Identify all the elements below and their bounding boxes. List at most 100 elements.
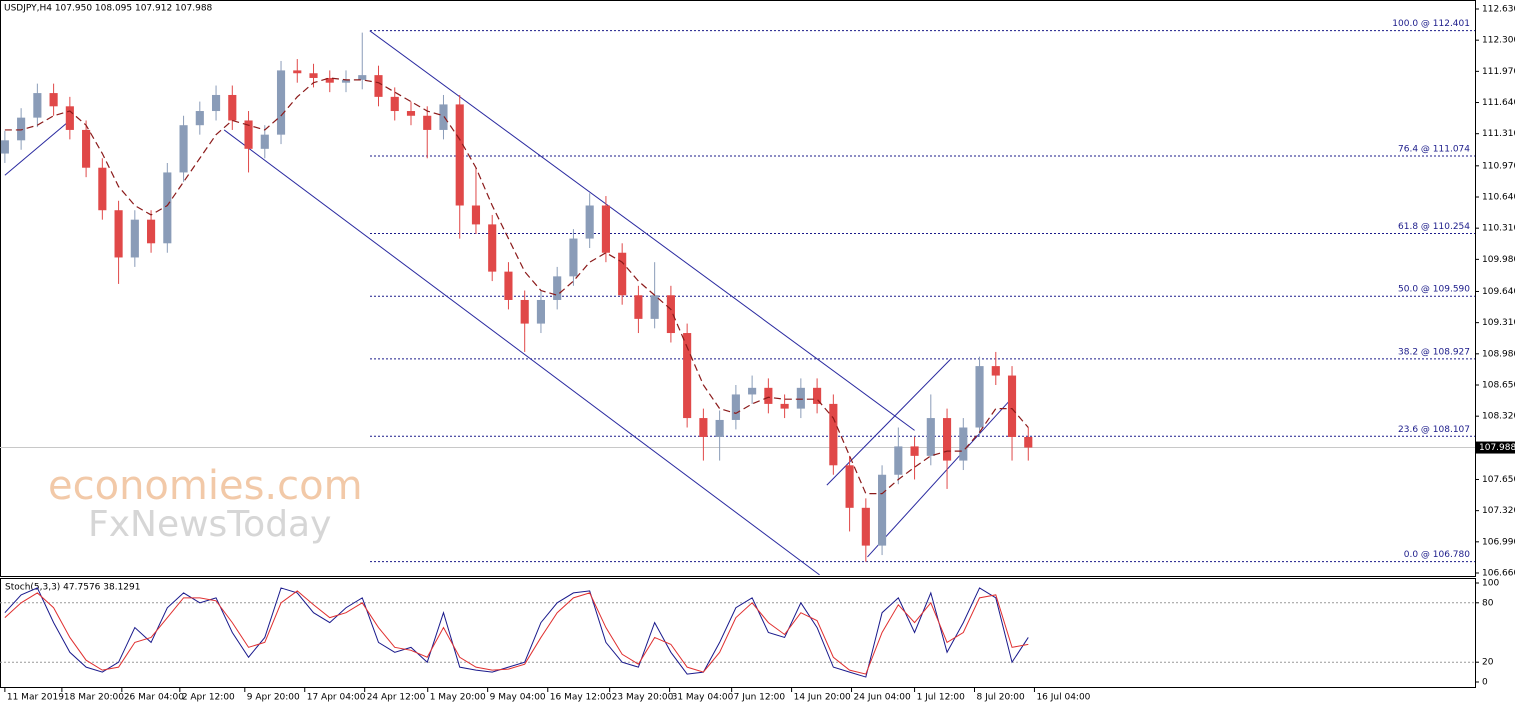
candle-body (861, 507, 870, 546)
candle-body (942, 418, 952, 461)
stoch-line (4, 587, 1029, 678)
candle-body (293, 70, 302, 74)
candle-body (49, 93, 58, 107)
candle-body (715, 419, 724, 437)
candle-body (163, 172, 172, 244)
candle-body (211, 94, 221, 112)
x-tick-label: 1 May 20:00 (430, 693, 486, 703)
y-tick-label: 110.970 (1482, 161, 1515, 171)
candle-body (845, 465, 854, 508)
trendline (223, 129, 820, 576)
x-tick-label: 16 May 12:00 (550, 693, 612, 703)
candle-body (114, 210, 123, 258)
candle-body (1024, 436, 1033, 448)
candle-body (764, 387, 773, 404)
candle-body (439, 104, 448, 130)
fib-label: 23.6 @ 108.107 (1398, 425, 1470, 435)
x-tick-label: 14 Jun 20:00 (794, 693, 851, 703)
x-tick-label: 8 Jul 20:00 (977, 693, 1026, 703)
candle-body (975, 366, 984, 428)
fib-label: 76.4 @ 111.074 (1398, 144, 1470, 154)
x-tick-label: 7 Jun 12:00 (734, 693, 786, 703)
candle-body (520, 299, 529, 324)
y-tick-label: 112.300 (1482, 36, 1515, 46)
y-tick-label: 107.320 (1482, 506, 1515, 516)
x-tick-label: 11 Mar 2019 (7, 693, 64, 703)
candle-body (894, 446, 903, 475)
candle-body (17, 117, 26, 141)
candle-body (130, 219, 139, 258)
stoch-tick-label: 0 (1482, 678, 1488, 688)
candle-body (276, 70, 286, 135)
candle-body (748, 387, 757, 395)
x-tick-label: 31 May 04:00 (672, 693, 734, 703)
candle-body (585, 205, 594, 239)
y-tick-label: 108.650 (1482, 381, 1515, 391)
candle-body (423, 115, 432, 130)
y-tick-label: 111.310 (1482, 129, 1515, 139)
x-tick-label: 2 Apr 12:00 (182, 693, 235, 703)
x-tick-label: 9 Apr 20:00 (247, 693, 300, 703)
candle-body (910, 446, 919, 456)
y-tick-label: 108.320 (1482, 412, 1515, 422)
candle-body (488, 224, 497, 272)
candle-body (829, 403, 838, 466)
candle-body (179, 125, 188, 173)
candle-body (260, 134, 269, 149)
x-tick-label: 1 Jul 12:00 (917, 693, 966, 703)
x-tick-label: 26 Mar 04:00 (124, 693, 184, 703)
candle-body (569, 238, 578, 277)
current-price-label: 107.988 (1479, 443, 1515, 453)
candle-body (65, 106, 74, 130)
candle-body (504, 271, 513, 300)
fib-label: 100.0 @ 112.401 (1392, 19, 1470, 29)
candle-body (390, 96, 399, 112)
candle-body (878, 474, 887, 546)
x-tick-label: 24 Jun 04:00 (854, 693, 911, 703)
stoch-tick-label: 100 (1482, 579, 1499, 589)
candle-body (33, 93, 42, 118)
candle-body (309, 73, 318, 78)
x-tick-label: 16 Jul 04:00 (1036, 693, 1090, 703)
x-tick-label: 17 Apr 04:00 (307, 693, 366, 703)
fib-label: 61.8 @ 110.254 (1398, 222, 1470, 232)
x-tick-label: 24 Apr 12:00 (367, 693, 426, 703)
candle-body (536, 299, 546, 324)
candle-body (374, 75, 383, 97)
watermark: FxNewsToday (88, 504, 331, 545)
stoch-line (4, 590, 1029, 675)
y-tick-label: 109.640 (1482, 287, 1515, 297)
y-tick-label: 109.980 (1482, 255, 1515, 265)
candle-body (731, 394, 740, 420)
fib-label: 38.2 @ 108.927 (1398, 347, 1470, 357)
candle-body (634, 295, 643, 319)
y-tick-label: 112.630 (1482, 5, 1515, 15)
candle-body (341, 79, 351, 83)
stoch-tick-label: 80 (1482, 598, 1494, 608)
fib-label: 50.0 @ 109.590 (1398, 285, 1470, 295)
candle-body (650, 295, 659, 319)
fib-label: 0.0 @ 106.780 (1404, 550, 1471, 560)
candle-body (358, 75, 367, 80)
candle-body (228, 94, 237, 121)
candle-body (98, 167, 107, 211)
chart-title: USDJPY,H4 107.950 108.095 107.912 107.98… (4, 4, 213, 14)
moving-average (4, 77, 1029, 495)
y-tick-label: 109.310 (1482, 318, 1515, 328)
candle-body (991, 366, 1000, 376)
y-tick-label: 106.990 (1482, 537, 1515, 547)
candle-body (1007, 375, 1017, 437)
stoch-title: Stoch(5,3,3) 47.7576 38.1291 (5, 583, 140, 593)
main-panel (0, 0, 1476, 577)
candle-body (618, 252, 627, 296)
candle-body (780, 403, 789, 409)
candle-body (244, 120, 253, 149)
trendline (826, 359, 951, 486)
y-tick-label: 108.980 (1482, 349, 1515, 359)
trendline (369, 30, 915, 431)
candle-body (699, 418, 708, 437)
candle-body (926, 418, 935, 456)
watermark: economies.com (48, 463, 363, 509)
y-tick-label: 106.660 (1482, 569, 1515, 579)
candle-body (796, 387, 805, 409)
